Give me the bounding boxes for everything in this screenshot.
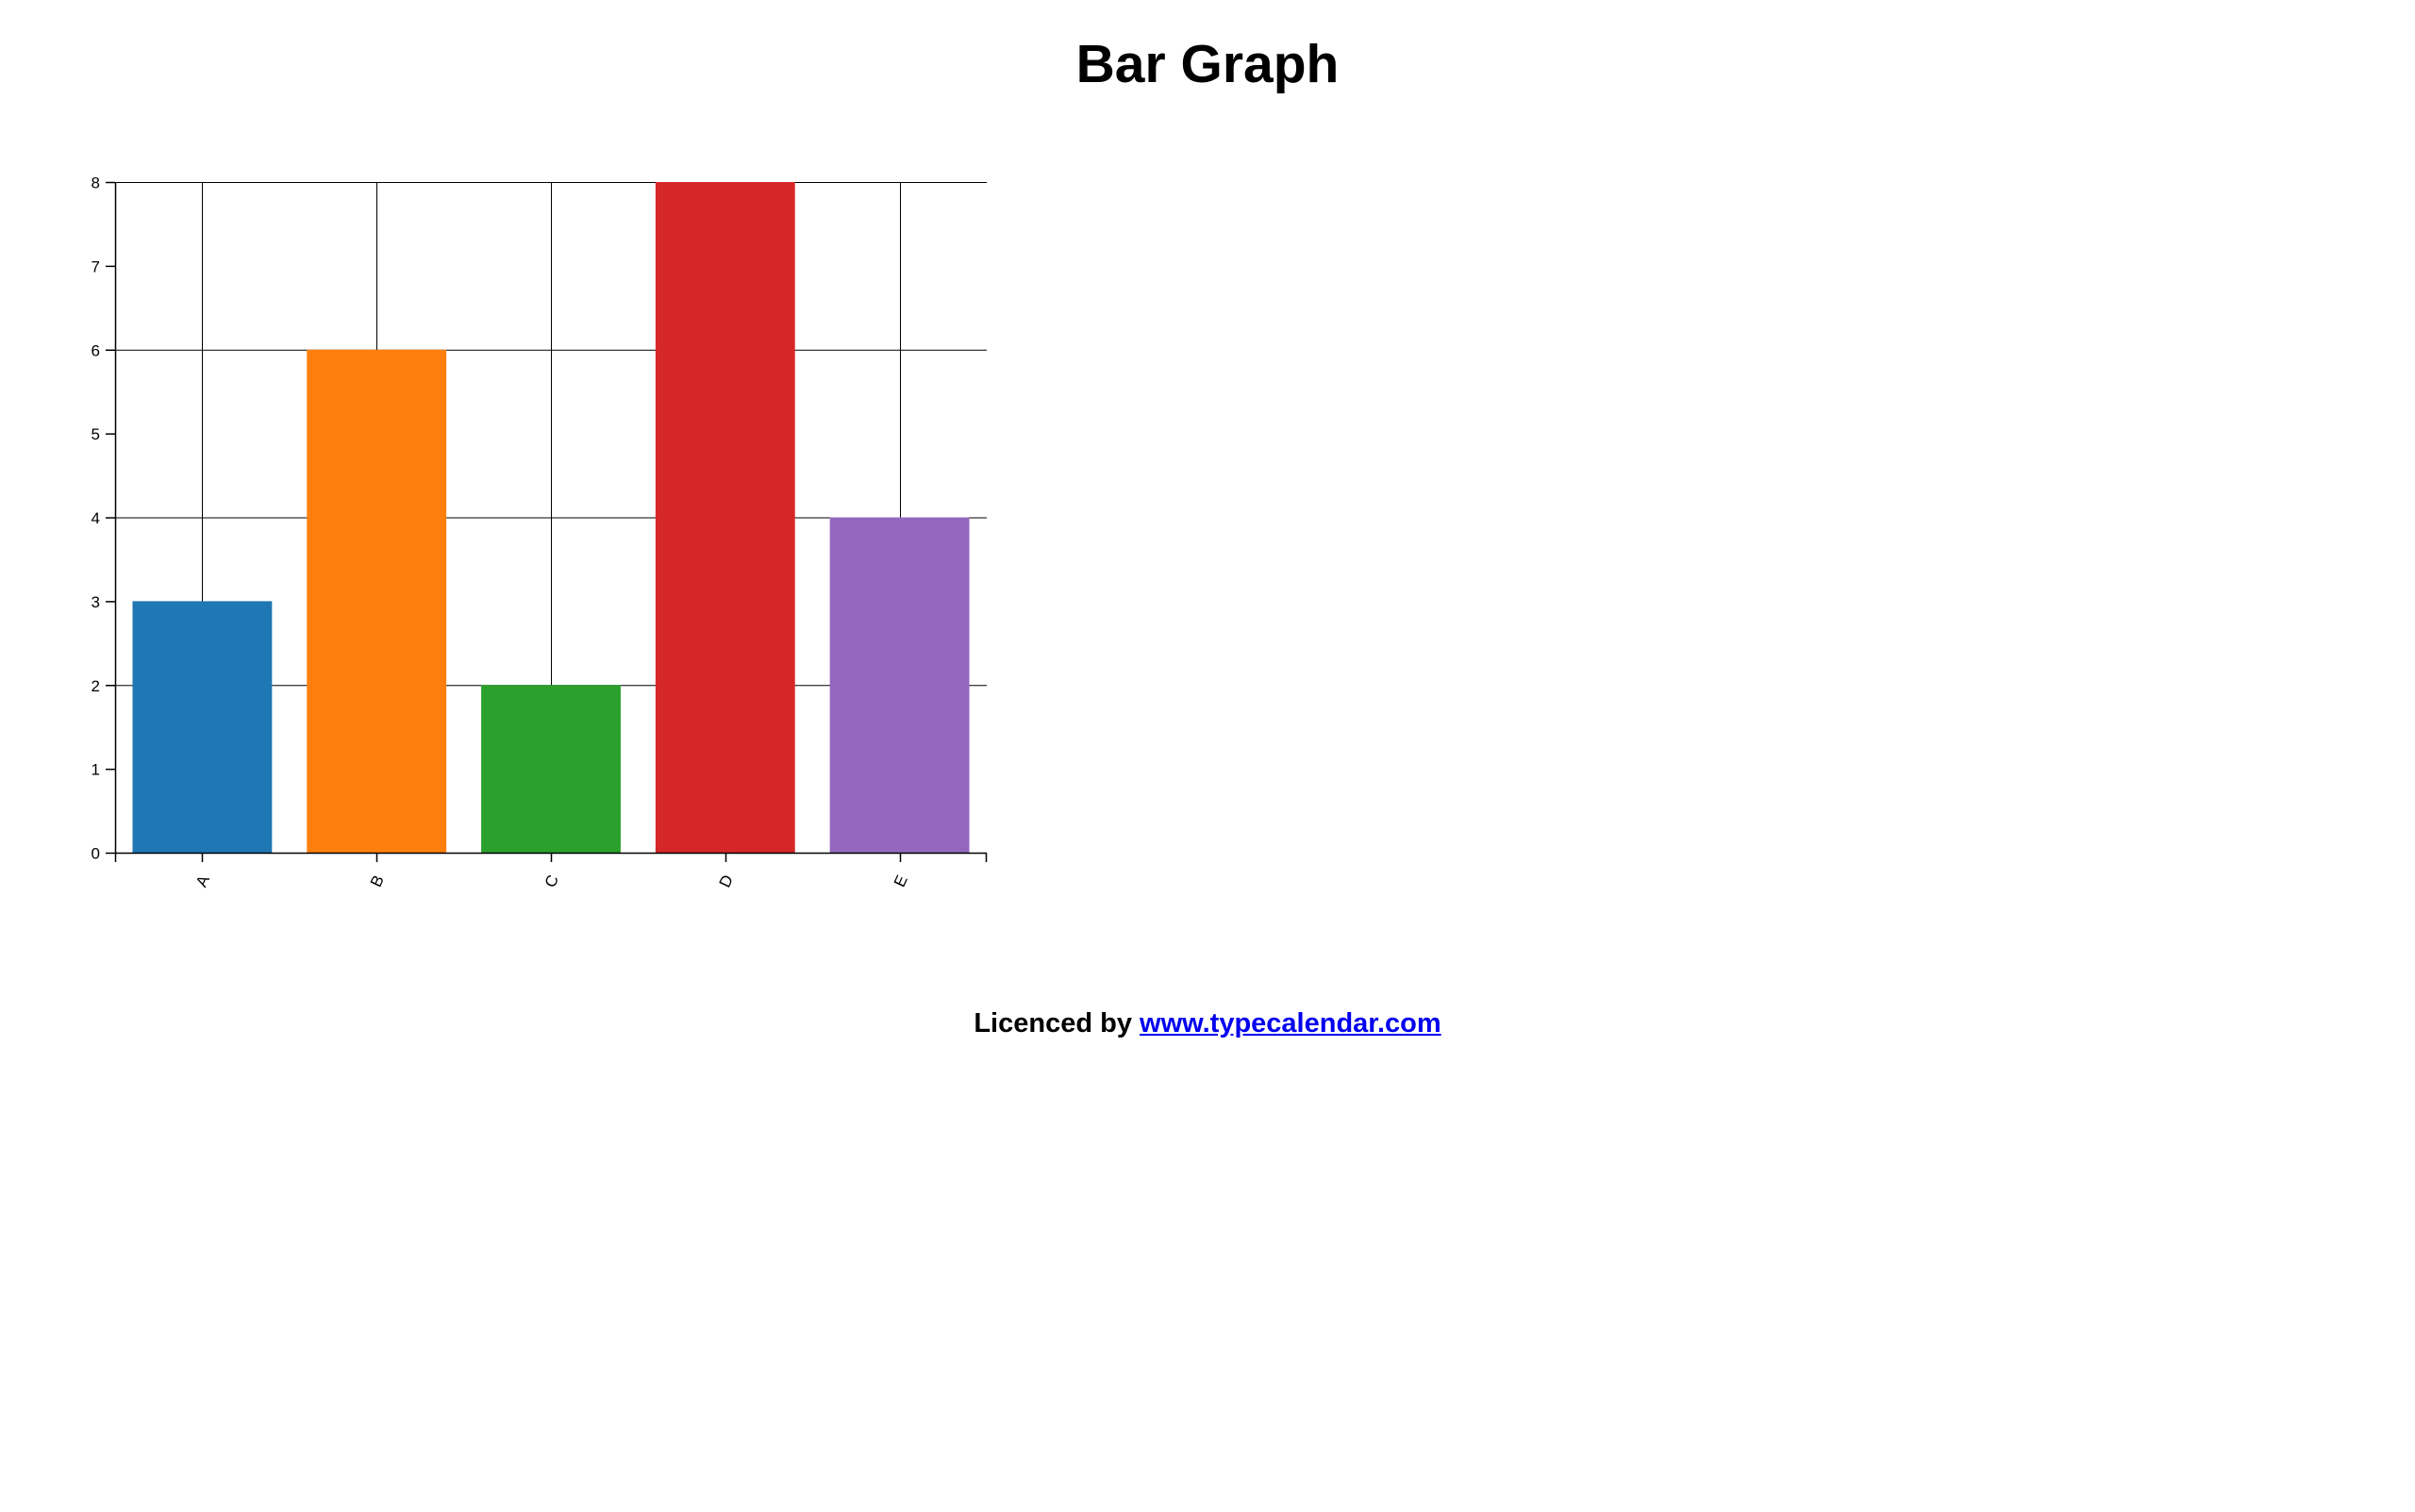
page-title: Bar Graph (1075, 34, 1340, 94)
bar-chart: 0 1 2 3 4 5 6 7 8 A B C D E (92, 174, 988, 890)
y-tick-label: 2 (92, 677, 100, 695)
license-link[interactable]: www.typecalendar.com (1140, 1008, 1441, 1038)
x-tick-label-b: B (367, 872, 388, 889)
license-footer: Licenced by www.typecalendar.com (0, 1005, 2415, 1042)
bar-c (481, 685, 621, 853)
y-tick-label: 8 (92, 174, 100, 192)
y-tick-label: 6 (92, 341, 100, 359)
y-tick-label: 0 (92, 845, 100, 863)
y-tick-label: 3 (92, 593, 100, 611)
bar-d (655, 182, 795, 853)
x-tick-label-d: D (716, 872, 737, 890)
bar-a (132, 601, 273, 853)
x-tick-label-c: C (541, 872, 562, 890)
y-tick-label: 5 (92, 425, 100, 443)
bar-b (307, 349, 447, 853)
x-tick-label-a: A (192, 872, 213, 889)
bar-e (829, 517, 970, 853)
license-prefix: Licenced by (974, 1008, 1132, 1038)
bars (132, 182, 970, 853)
y-tick-label: 7 (92, 258, 100, 275)
y-tick-label: 1 (92, 761, 100, 779)
x-tick-label-e: E (891, 872, 911, 889)
x-axis: A B C D E (114, 852, 988, 890)
y-tick-label: 4 (92, 509, 100, 527)
y-axis: 0 1 2 3 4 5 6 7 8 (92, 174, 117, 863)
